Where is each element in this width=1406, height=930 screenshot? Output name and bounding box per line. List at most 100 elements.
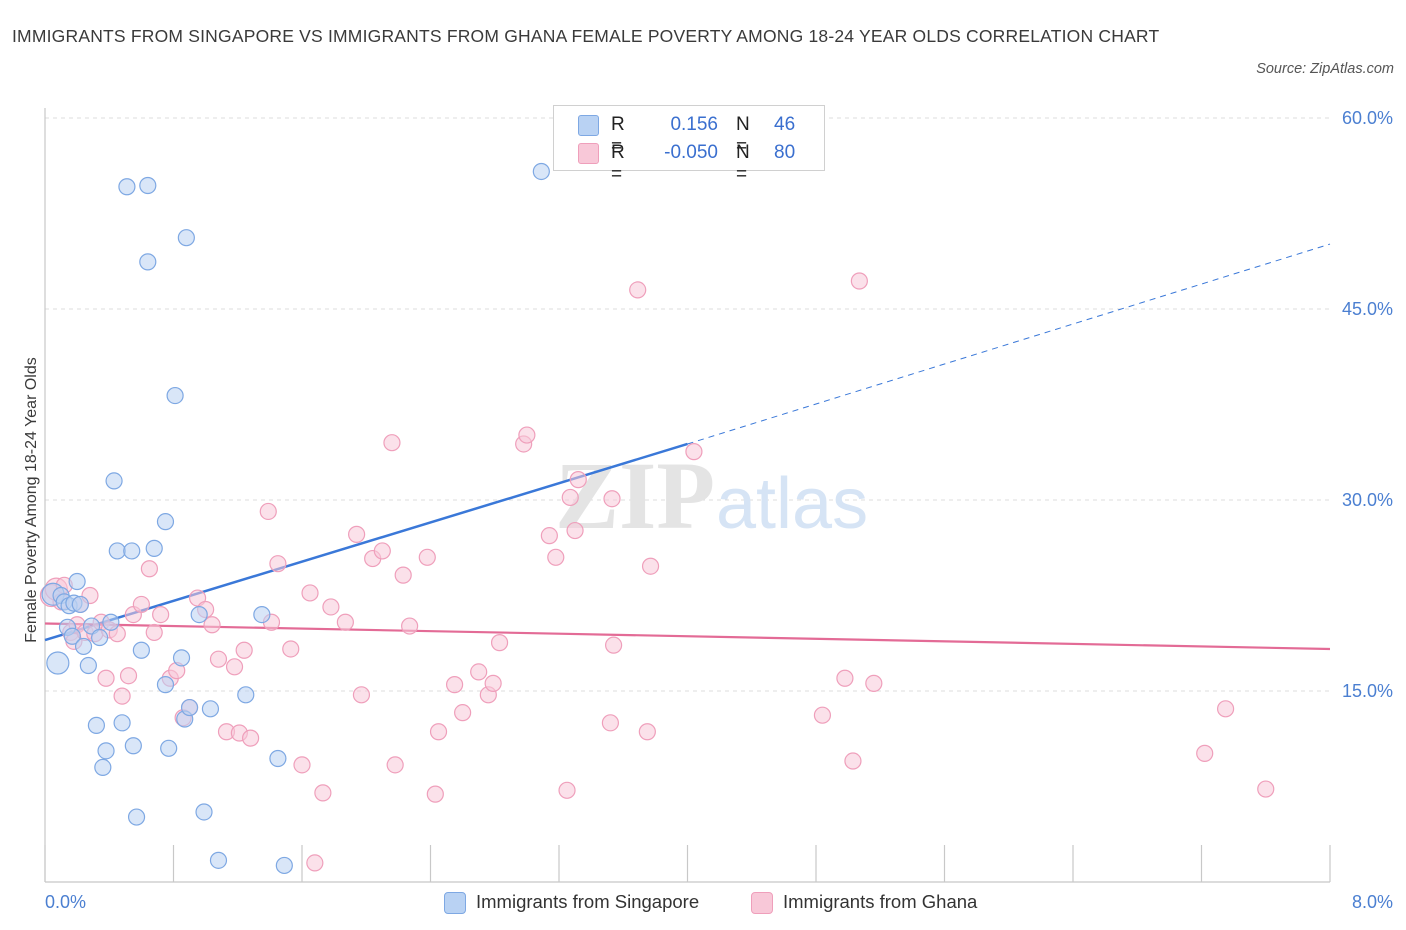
- singapore-point: [195, 803, 213, 821]
- singapore-point: [532, 162, 550, 181]
- singapore-point: [87, 716, 106, 734]
- ghana-point: [132, 595, 150, 614]
- singapore-point: [124, 737, 142, 755]
- ghana-point: [470, 663, 488, 681]
- ghana-point: [603, 490, 621, 508]
- ghana-point: [484, 674, 502, 692]
- ghana-point: [1196, 744, 1214, 762]
- singapore-point: [166, 386, 184, 405]
- singapore-point: [190, 605, 208, 624]
- r-value: -0.050: [664, 142, 718, 163]
- watermark: ZIP atlas: [555, 442, 868, 549]
- singapore-point: [139, 253, 157, 271]
- n-label: N =: [736, 142, 750, 185]
- ghana-point: [282, 640, 300, 658]
- ghana-point: [242, 729, 260, 747]
- singapore-point: [253, 605, 271, 624]
- n-value: 80: [774, 142, 796, 163]
- ghana-point: [293, 756, 311, 774]
- r-value: 0.156: [670, 114, 718, 135]
- ghana-point: [383, 434, 401, 452]
- ghana-point: [641, 557, 660, 575]
- y-tick-label: 30.0%: [1342, 490, 1393, 510]
- ghana-point: [269, 555, 287, 573]
- ghana-point: [203, 616, 221, 634]
- singapore-point: [177, 229, 195, 247]
- singapore-trend-extension: [687, 243, 1331, 445]
- ghana-point: [314, 784, 332, 802]
- legend-label: Immigrants from Ghana: [783, 891, 978, 912]
- ghana-point: [401, 617, 419, 635]
- ghana-point: [601, 714, 620, 732]
- ghana-point: [394, 566, 412, 584]
- singapore-point: [145, 539, 163, 557]
- singapore-point: [105, 472, 123, 490]
- singapore-point: [275, 856, 293, 875]
- ghana-point: [336, 613, 354, 631]
- ghana-point: [558, 781, 576, 799]
- grid-layer: [45, 117, 1330, 692]
- singapore-point: [201, 700, 220, 718]
- ghana-point: [348, 525, 366, 543]
- watermark-atlas: atlas: [716, 464, 868, 544]
- singapore-point: [269, 749, 287, 768]
- x-tick-label: 8.0%: [1352, 892, 1393, 912]
- ghana-point: [454, 704, 472, 722]
- axes: [44, 108, 1331, 883]
- ghana-point: [418, 548, 436, 566]
- singapore-point: [71, 595, 89, 614]
- n-label: N =: [736, 114, 750, 157]
- ghana-swatch: [578, 143, 599, 164]
- singapore-point: [97, 742, 115, 760]
- singapore-point: [172, 649, 191, 667]
- y-tick-label: 45.0%: [1342, 299, 1393, 319]
- singapore-point: [91, 628, 109, 647]
- singapore-point: [180, 698, 199, 717]
- ghana-point: [322, 598, 340, 616]
- singapore-point: [160, 739, 178, 757]
- ghana-point: [119, 667, 138, 685]
- ghana-point: [685, 443, 703, 461]
- ghana-point: [865, 674, 883, 692]
- ghana-point: [113, 687, 131, 705]
- r-label: R =: [611, 114, 625, 157]
- ghana-point: [1216, 700, 1235, 718]
- x-tick-label: 0.0%: [45, 892, 86, 912]
- ghana-point: [605, 636, 623, 654]
- ghana-point: [225, 658, 244, 676]
- singapore-point: [132, 641, 150, 659]
- singapore-point: [102, 613, 120, 631]
- ghana-point: [386, 756, 404, 774]
- ghana-legend-swatch: [751, 892, 773, 914]
- singapore-swatch: [578, 115, 599, 136]
- ghana-point: [145, 623, 163, 642]
- ghana-point: [850, 272, 868, 290]
- ghana-point: [518, 426, 536, 444]
- singapore-point: [63, 627, 81, 645]
- ghana-point: [152, 605, 170, 624]
- ghana-point: [140, 560, 159, 578]
- y-tick-label: 60.0%: [1342, 108, 1393, 128]
- singapore-point: [127, 808, 146, 826]
- n-value: 46: [774, 114, 796, 135]
- r-label: R =: [611, 142, 625, 185]
- ghana-point: [629, 281, 647, 299]
- ghana-point: [540, 527, 558, 545]
- ghana-point: [235, 641, 253, 659]
- singapore-points: [41, 162, 550, 875]
- stats-box: R = 0.156 N = 46 R = -0.050 N = 80: [553, 105, 825, 185]
- ghana-point: [561, 488, 579, 507]
- singapore-point: [68, 572, 86, 591]
- ghana-trend-line: [44, 622, 1331, 651]
- singapore-point: [156, 513, 175, 531]
- ghana-point: [566, 521, 584, 540]
- singapore-point: [74, 637, 93, 656]
- ghana-point: [301, 584, 319, 602]
- ghana-point: [445, 676, 464, 694]
- singapore-point: [209, 851, 228, 869]
- ghana-point: [352, 686, 371, 704]
- source-note: Source: ZipAtlas.com: [1256, 61, 1394, 77]
- singapore-point: [94, 758, 112, 777]
- ghana-point: [844, 752, 862, 770]
